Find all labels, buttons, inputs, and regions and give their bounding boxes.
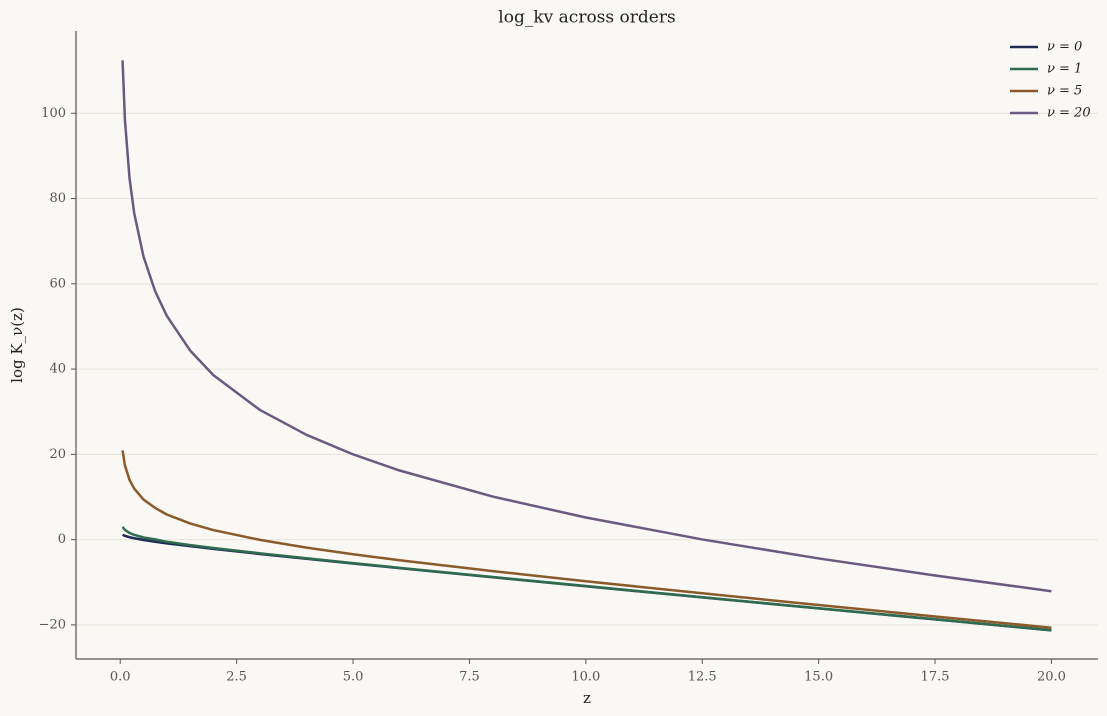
y-axis-label: log K_ν(z) xyxy=(8,307,26,383)
x-tick-label: 0.0 xyxy=(110,670,131,685)
x-tick-label: 12.5 xyxy=(688,670,717,685)
y-tick-label: 60 xyxy=(49,276,66,291)
y-tick-label: 40 xyxy=(49,362,66,377)
line-series xyxy=(121,450,1052,629)
x-tick-label: 10.0 xyxy=(571,670,600,685)
y-tick-label: 0 xyxy=(58,532,66,547)
line-series xyxy=(121,60,1052,593)
legend-label: ν = 5 xyxy=(1047,84,1082,99)
x-tick-label: 7.5 xyxy=(459,670,480,685)
y-tick-label: −20 xyxy=(39,617,66,632)
x-tick-label: 5.0 xyxy=(343,670,364,685)
line-series xyxy=(121,526,1052,632)
x-tick-label: 17.5 xyxy=(921,670,950,685)
x-tick-label: 20.0 xyxy=(1037,670,1066,685)
legend-label: ν = 0 xyxy=(1047,40,1082,55)
y-tick-label: 80 xyxy=(49,191,66,206)
y-tick-label: 100 xyxy=(41,106,66,121)
chart-title: log_kv across orders xyxy=(498,8,675,28)
y-tick-label: 20 xyxy=(49,447,66,462)
legend-label: ν = 20 xyxy=(1047,106,1091,121)
x-axis-label: z xyxy=(583,689,591,707)
x-tick-label: 2.5 xyxy=(226,670,247,685)
legend-label: ν = 1 xyxy=(1047,62,1082,77)
x-tick-label: 15.0 xyxy=(804,670,833,685)
